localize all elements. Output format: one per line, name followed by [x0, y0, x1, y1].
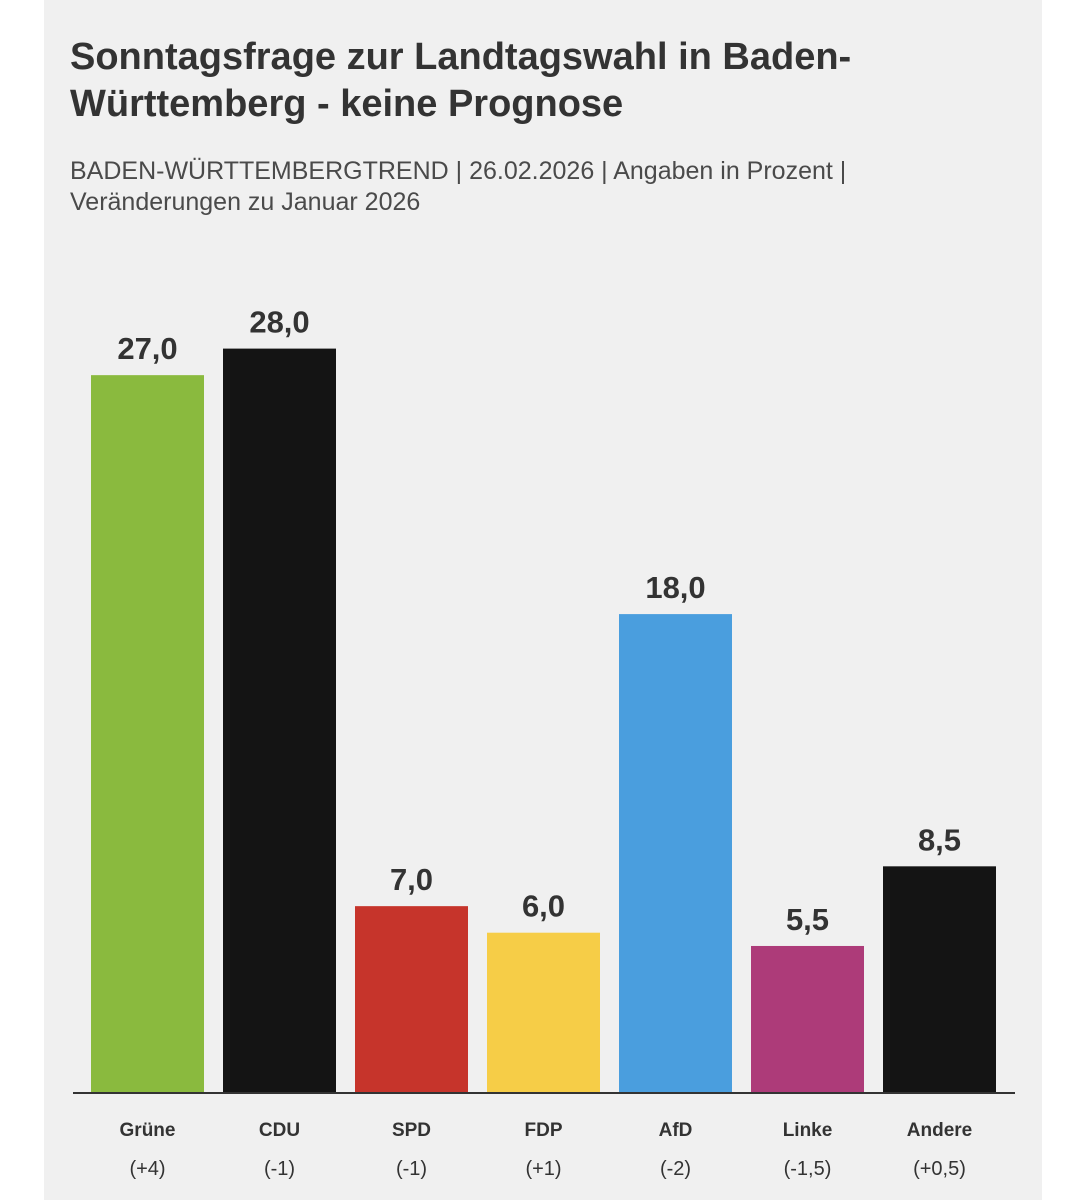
change-label-cdu: (-1) — [264, 1158, 295, 1180]
change-label-spd: (-1) — [396, 1158, 427, 1180]
bar-andere — [883, 866, 996, 1092]
bar-gr-ne — [91, 375, 204, 1092]
change-label-linke: (-1,5) — [784, 1158, 832, 1180]
bar-afd — [619, 614, 732, 1092]
bar-linke — [751, 945, 864, 1092]
value-label-andere: 8,5 — [918, 822, 961, 857]
bar-cdu — [223, 348, 336, 1093]
bar-spd — [355, 906, 468, 1092]
bar-fdp — [487, 932, 600, 1092]
change-label-andere: (+0,5) — [913, 1158, 966, 1180]
category-label-gr-ne: Grüne — [120, 1120, 176, 1141]
value-label-afd: 18,0 — [645, 570, 705, 605]
change-label-afd: (-2) — [660, 1158, 691, 1180]
category-label-linke: Linke — [783, 1120, 833, 1141]
value-label-cdu: 28,0 — [249, 305, 309, 340]
change-label-fdp: (+1) — [525, 1158, 561, 1180]
chart-subtitle: BADEN-WÜRTTEMBERGTREND | 26.02.2026 | An… — [70, 157, 847, 216]
value-label-gr-ne: 27,0 — [117, 331, 177, 366]
category-label-spd: SPD — [392, 1120, 431, 1141]
value-label-spd: 7,0 — [390, 862, 433, 897]
value-label-fdp: 6,0 — [522, 889, 565, 924]
category-label-andere: Andere — [907, 1120, 972, 1141]
category-label-cdu: CDU — [259, 1120, 300, 1141]
change-label-gr-ne: (+4) — [129, 1158, 165, 1180]
category-label-fdp: FDP — [525, 1120, 563, 1141]
chart-title: Sonntagsfrage zur Landtagswahl in Baden-… — [70, 36, 852, 125]
value-label-linke: 5,5 — [786, 902, 829, 937]
category-label-afd: AfD — [659, 1120, 693, 1141]
